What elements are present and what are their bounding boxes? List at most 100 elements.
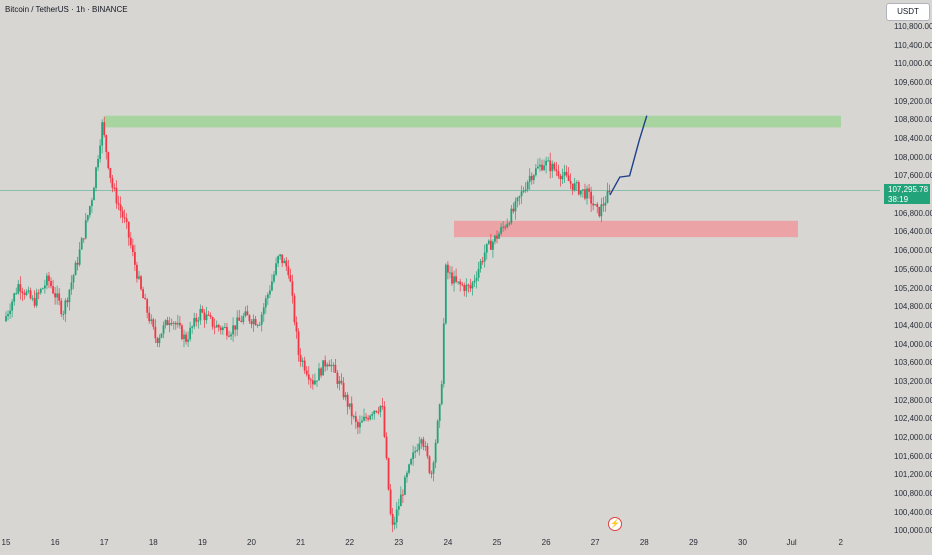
price-chart[interactable] [0,0,880,550]
candle-body [496,235,498,239]
candle-body [354,416,357,422]
x-axis-label: 23 [394,538,404,547]
candle-body [604,202,607,206]
candle-body [438,404,441,421]
candle-body [209,315,212,317]
candle-body [275,263,277,275]
candle-body [350,403,353,417]
candle-body [432,462,435,474]
candle-body [463,285,466,291]
candle-body [359,422,361,428]
candle-body [289,275,292,282]
candle-body [440,384,443,405]
y-axis-label: 105,600.00 [894,264,932,274]
candle-body [592,203,595,206]
candle-body [254,318,257,326]
x-axis-label: 27 [590,538,600,547]
candle-body [418,443,421,450]
candle-body [50,281,52,287]
candle-body [252,318,255,325]
current-price-value: 107,295.78 [888,185,929,194]
candle-body [299,354,302,362]
candle-body [469,285,472,289]
candle-body [451,272,453,284]
candle-body [43,285,46,289]
candle-body [88,206,91,216]
candle-body [336,372,339,384]
candle-body [571,183,574,191]
candle-body [316,380,318,382]
x-axis-label: 21 [296,538,306,547]
candle-body [586,188,588,199]
candle-body [348,403,351,407]
candle-body [551,163,554,172]
candle-body [391,513,394,525]
candle-body [367,418,370,420]
flag-icon[interactable]: ⚡ [608,517,622,531]
candle-body [250,321,253,325]
candle-body [187,339,189,342]
candle-body [41,288,44,290]
candle-body [320,368,322,376]
y-axis-label: 108,400.00 [894,134,932,144]
candle-body [17,284,20,294]
candle-body [285,260,288,267]
candle-body [479,261,482,269]
candle-body [84,220,87,239]
candle-body [52,286,54,294]
candle-body [510,208,513,224]
candle-body [559,175,562,180]
candle-body [547,160,550,162]
currency-button[interactable]: USDT [886,3,930,21]
candle-body [442,323,445,385]
candle-body [444,264,447,324]
x-axis-label: 30 [738,538,747,547]
candle-body [15,293,18,295]
candle-body [54,293,56,298]
price-axis[interactable] [880,0,932,550]
candle-body [481,261,484,263]
candle-body [230,334,232,337]
y-axis-label: 108,000.00 [894,152,932,162]
x-axis-label: 22 [345,538,355,547]
candle-body [539,164,541,167]
candle-body [608,190,611,193]
candle-body [340,380,343,383]
candle-body [193,317,196,327]
candle-body [78,249,81,265]
candle-body [121,210,124,218]
candle-body [406,472,408,478]
chart-area[interactable] [0,0,880,550]
candle-body [195,317,198,322]
candle-body [62,313,65,315]
candle-body [221,327,224,331]
candle-body [140,276,142,290]
candle-body [219,327,222,331]
candle-body [58,293,61,301]
candle-body [158,337,161,343]
candle-body [191,326,194,328]
candle-body [311,380,314,385]
candle-body [541,164,543,171]
candle-body [97,159,99,168]
candle-body [68,289,71,303]
candle-body [199,308,202,321]
candle-body [401,494,404,496]
candle-body [238,317,241,321]
candle-body [537,166,539,169]
candle-body [555,169,558,172]
candle-body [25,291,28,295]
candle-body [455,276,457,282]
candle-body [152,319,155,327]
candle-body [393,522,396,525]
x-axis-label: 29 [688,538,698,547]
candle-body [375,410,378,412]
x-axis-label: 25 [492,538,502,547]
candle-body [226,327,228,336]
x-axis-label: 18 [148,538,158,547]
candle-body [532,175,535,181]
candle-body [256,325,259,327]
candle-body [582,189,584,191]
candle-body [512,208,515,212]
candle-body [142,289,144,299]
